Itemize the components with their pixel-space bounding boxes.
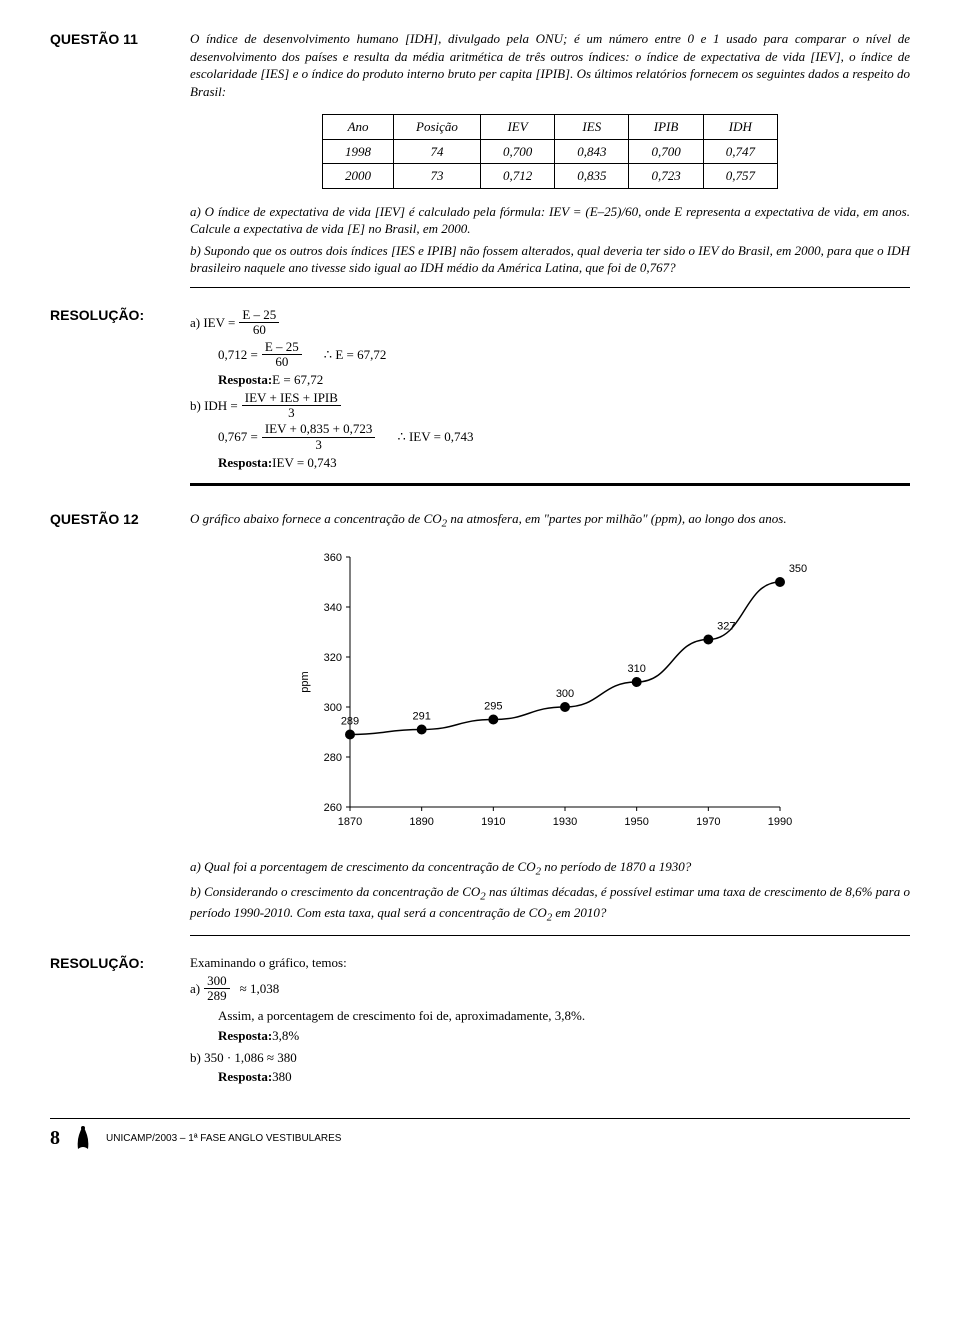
- res12-a-text: Assim, a porcentagem de crescimento foi …: [218, 1007, 910, 1025]
- svg-text:ppm: ppm: [299, 671, 311, 692]
- q12-a: a) Qual foi a porcentagem de crescimento…: [190, 858, 910, 879]
- res12-b-line: b) 350 · 1,086 ≈ 380: [190, 1049, 910, 1067]
- res11-resp-b: Resposta: IEV = 0,743: [218, 454, 910, 472]
- svg-text:1990: 1990: [768, 816, 792, 828]
- res11-b-line2: 0,767 = IEV + 0,835 + 0,723 3 ∴ IEV = 0,…: [218, 422, 910, 452]
- fraction: E – 25 60: [239, 308, 279, 338]
- resolution-11-body: a) IEV = E – 25 60 0,712 = E – 25 60 ∴ E…: [190, 306, 910, 502]
- res12-a-line: a) 300 289 ≈ 1,038: [190, 974, 910, 1004]
- resolution-12-body: Examinando o gráfico, temos: a) 300 289 …: [190, 954, 910, 1087]
- q12-b: b) Considerando o crescimento da concent…: [190, 883, 910, 925]
- th-ano: Ano: [323, 115, 394, 140]
- res12-intro: Examinando o gráfico, temos:: [190, 954, 910, 972]
- svg-text:295: 295: [484, 700, 502, 712]
- svg-text:327: 327: [717, 620, 735, 632]
- page-footer: 8 UNICAMP/2003 – 1ª FASE ANGLO VESTIBULA…: [50, 1118, 910, 1156]
- chart-svg: 260 280 300 320 340 360 1870 1890 1910 1930 1950 19…: [290, 542, 810, 842]
- svg-text:1870: 1870: [338, 816, 362, 828]
- svg-text:320: 320: [324, 652, 342, 664]
- svg-text:300: 300: [556, 688, 574, 700]
- svg-text:350: 350: [789, 563, 807, 575]
- res12-resp-a: Resposta: 3,8%: [218, 1027, 910, 1045]
- svg-text:289: 289: [341, 715, 359, 727]
- svg-text:310: 310: [627, 663, 645, 675]
- svg-text:1970: 1970: [696, 816, 720, 828]
- th-ipib: IPIB: [629, 115, 703, 140]
- svg-text:300: 300: [324, 702, 342, 714]
- th-ies: IES: [555, 115, 629, 140]
- q11-a: a) O índice de expectativa de vida [IEV]…: [190, 203, 910, 238]
- th-posicao: Posição: [394, 115, 481, 140]
- fraction: 300 289: [204, 974, 230, 1004]
- question-11-body: O índice de desenvolvimento humano [IDH]…: [190, 30, 910, 298]
- divider-thick: [190, 483, 910, 486]
- svg-text:1890: 1890: [409, 816, 433, 828]
- question-11-label: QUESTÃO 11: [50, 30, 190, 49]
- fraction: IEV + 0,835 + 0,723 3: [262, 422, 376, 452]
- q11-b: b) Supondo que os outros dois índices [I…: [190, 242, 910, 277]
- co2-chart: 260 280 300 320 340 360 1870 1890 1910 1930 1950 19…: [190, 542, 910, 842]
- th-iev: IEV: [480, 115, 554, 140]
- idh-table: Ano Posição IEV IES IPIB IDH 1998 74 0,7…: [322, 114, 778, 189]
- res11-b-line1: b) IDH = IEV + IES + IPIB 3: [190, 391, 910, 421]
- svg-text:360: 360: [324, 552, 342, 564]
- question-12-label: QUESTÃO 12: [50, 510, 190, 529]
- question-12: QUESTÃO 12 O gráfico abaixo fornece a co…: [50, 510, 910, 946]
- th-idh: IDH: [703, 115, 777, 140]
- footer-text: UNICAMP/2003 – 1ª FASE ANGLO VESTIBULARE…: [106, 1132, 341, 1146]
- svg-text:340: 340: [324, 602, 342, 614]
- svg-text:280: 280: [324, 752, 342, 764]
- resolution-12-label: RESOLUÇÃO:: [50, 954, 190, 973]
- res11-a-line1: a) IEV = E – 25 60: [190, 308, 910, 338]
- res12-resp-b: Resposta: 380: [218, 1068, 910, 1086]
- question-11-text: O índice de desenvolvimento humano [IDH]…: [190, 30, 910, 100]
- divider: [190, 287, 910, 288]
- resolution-12: RESOLUÇÃO: Examinando o gráfico, temos: …: [50, 954, 910, 1087]
- svg-text:1910: 1910: [481, 816, 505, 828]
- fraction: E – 25 60: [262, 340, 302, 370]
- divider: [190, 935, 910, 936]
- resolution-11-label: RESOLUÇÃO:: [50, 306, 190, 325]
- q12-text: O gráfico abaixo fornece a concentração …: [190, 510, 910, 531]
- footer-logo-icon: [72, 1123, 94, 1156]
- svg-text:291: 291: [412, 710, 430, 722]
- table-row: 1998 74 0,700 0,843 0,700 0,747: [323, 139, 778, 164]
- res11-a-line2: 0,712 = E – 25 60 ∴ E = 67,72: [218, 340, 910, 370]
- question-12-body: O gráfico abaixo fornece a concentração …: [190, 510, 910, 946]
- resolution-11: RESOLUÇÃO: a) IEV = E – 25 60 0,712 = E …: [50, 306, 910, 502]
- question-11: QUESTÃO 11 O índice de desenvolvimento h…: [50, 30, 910, 298]
- fraction: IEV + IES + IPIB 3: [242, 391, 341, 421]
- res11-resp-a: Resposta: E = 67,72: [218, 371, 910, 389]
- svg-text:260: 260: [324, 802, 342, 814]
- svg-text:1930: 1930: [553, 816, 577, 828]
- svg-text:1950: 1950: [624, 816, 648, 828]
- table-row: 2000 73 0,712 0,835 0,723 0,757: [323, 164, 778, 189]
- page-number: 8: [50, 1125, 60, 1152]
